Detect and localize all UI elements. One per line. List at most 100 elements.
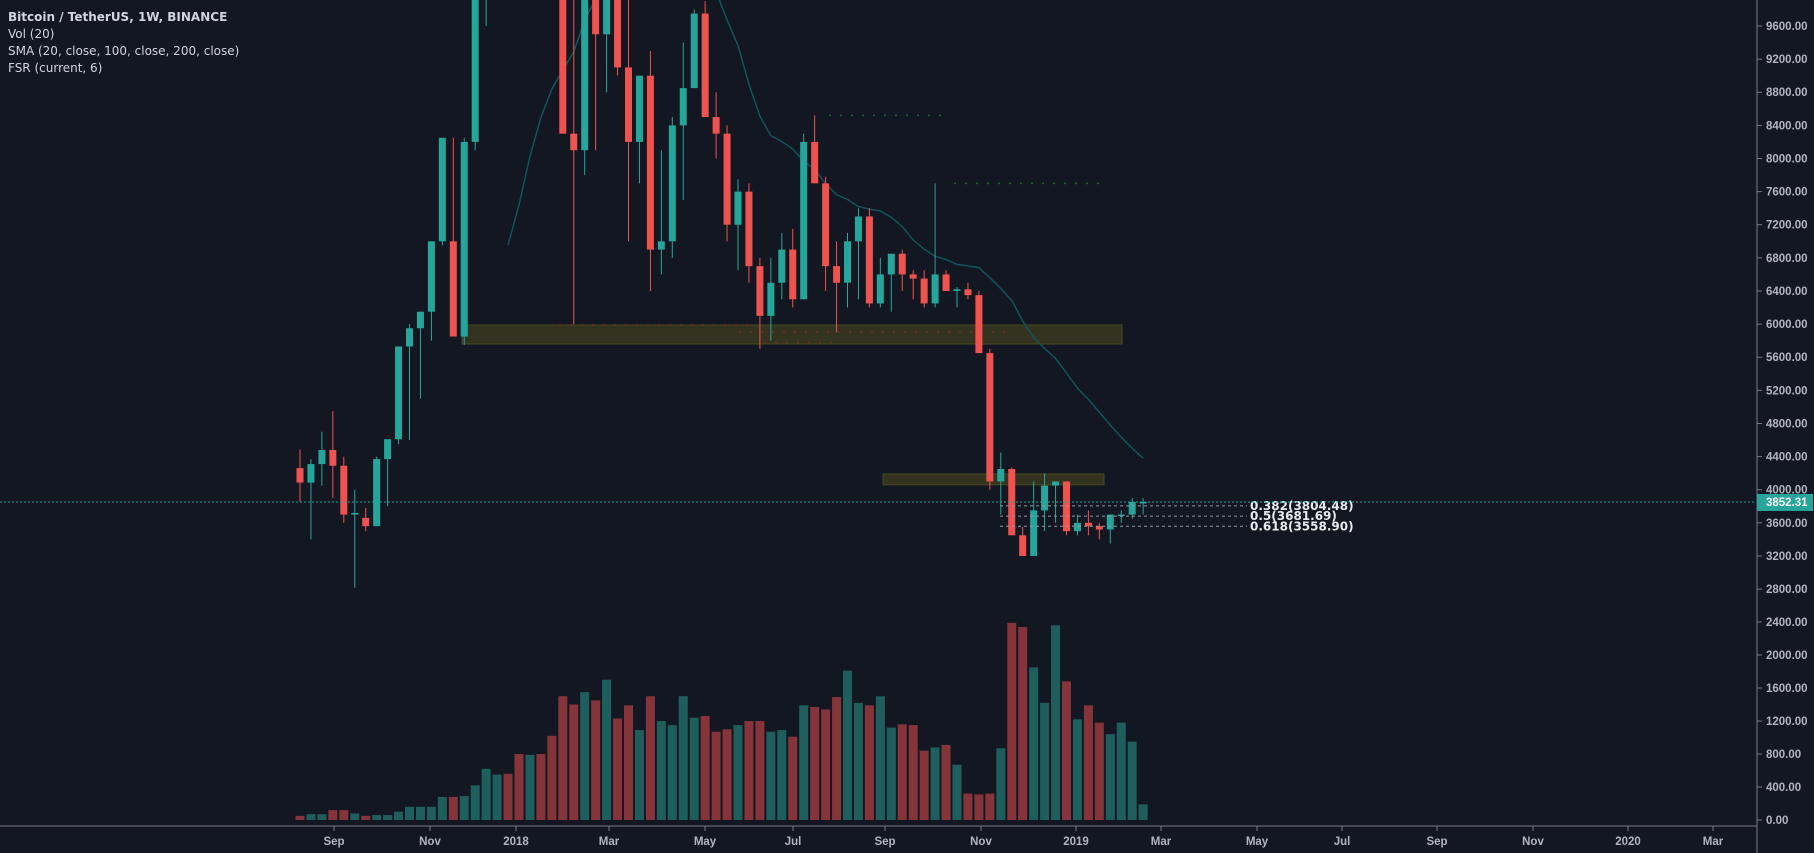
fsr-dot [794,331,796,334]
candle-body [1095,526,1103,530]
candle-body [395,346,403,440]
fibonacci-levels: 0.382(3804.48)0.5(3681.69)0.618(3558.90) [1000,499,1354,533]
time-tick-label: Jul [1334,836,1351,848]
fsr-dot [829,114,831,117]
candle-body [942,274,950,291]
candle-body [657,241,665,250]
volume-tick-label: 800.00 [1766,749,1801,761]
candle-body [767,282,775,316]
candle-body [822,183,830,267]
volume-bar [1138,804,1148,820]
fsr-dot [1086,182,1088,185]
volume-bar [722,729,732,820]
volume-bar [788,736,798,820]
volume-bar [952,764,962,820]
volume-bar [733,725,743,820]
fsr-dot [1064,182,1066,185]
fsr-dot [851,114,853,117]
candle-body [887,253,895,275]
candle-body [570,133,578,151]
price-tick-label: 9200.00 [1766,54,1808,66]
fsr-dot [860,331,862,334]
candle-body [854,216,862,242]
price-tick-label: 8400.00 [1766,120,1808,132]
fsr-dot [746,323,748,326]
candle-body [1008,469,1016,536]
price-tick-label: 5600.00 [1766,352,1808,364]
time-tick-label: Nov [419,836,441,848]
fsr-dot [691,323,693,326]
candle-body [416,311,424,329]
price-tick-label: 9600.00 [1766,21,1808,33]
support-resistance-zones [461,324,1123,486]
time-tick-label: May [694,836,717,848]
volume-bar [744,721,754,820]
volume-bar [306,814,316,820]
indicator-fsr[interactable]: FSR (current, 6) [8,61,103,75]
symbol-title[interactable]: Bitcoin / TetherUS, 1W, BINANCE [8,10,228,24]
candle-body [460,141,468,337]
volume-bar [405,806,414,820]
candle-body [1117,514,1125,517]
fsr-dot [1053,182,1055,185]
fsr-dot [915,331,917,334]
volume-bar [459,796,469,820]
candle-body [1030,510,1038,556]
fsr-dot [680,323,682,326]
indicator-volume[interactable]: Vol (20) [8,27,55,41]
time-tick-label: 2019 [1063,836,1089,848]
volume-bar [624,705,633,820]
candle-body [778,249,786,283]
price-tick-label: 7600.00 [1766,187,1808,199]
volume-bar [1072,719,1082,820]
fsr-dot [871,331,873,334]
fsr-dot [1009,182,1011,185]
candle-body [800,141,808,300]
candle-body [635,75,643,142]
fsr-dot [873,114,875,117]
volume-bar [864,705,874,820]
candle-body [909,274,917,279]
price-tick-label: 4000.00 [1766,485,1808,497]
volume-bar [634,730,644,820]
volume-bar [536,754,546,820]
volume-bar [908,725,918,820]
volume-bar [383,815,393,820]
fsr-dot [702,323,704,326]
time-axis[interactable]: Sep Nov 2018 Mar May Jul Sep Nov 2019 Mar May Jul Se… [0,825,1757,848]
volume-bar [514,754,524,820]
fsr-dot [761,331,763,334]
candle-body [668,125,676,242]
volume-bar [821,709,831,820]
price-axis[interactable]: 9600.00 9200.00 8800.00 8400.00 8000.00 7600.… [1756,0,1813,853]
fib-label: 0.618(3558.90) [1250,519,1354,533]
volume-tick-label: 2000.00 [1766,650,1808,662]
volume-bar [996,748,1006,820]
fsr-dots [559,114,1099,344]
fsr-dot [750,331,752,334]
indicator-sma[interactable]: SMA (20, close, 100, close, 200, close) [8,44,240,58]
fsr-dot [976,182,978,185]
candle-body [1019,535,1027,556]
volume-bar [1094,722,1104,820]
fsr-dot [735,323,737,326]
time-tick-label: Sep [323,836,344,848]
fsr-dot [987,182,989,185]
volume-bar [853,702,863,820]
volume-tick-label: 1200.00 [1766,716,1808,728]
volume-bar [832,697,842,820]
fsr-dot [647,323,649,326]
candle-body [756,266,764,316]
candle-body [920,278,928,304]
candle-body [592,0,600,35]
time-tick-label: Mar [1151,836,1172,848]
volume-tick-label: 2400.00 [1766,617,1808,629]
sr-zone [461,324,1123,345]
fsr-dot [849,331,851,334]
candle-body [318,449,326,465]
volume-bar [415,806,425,820]
volume-bar [525,754,535,820]
candle-body [1084,522,1092,527]
volume-bar [591,700,601,820]
